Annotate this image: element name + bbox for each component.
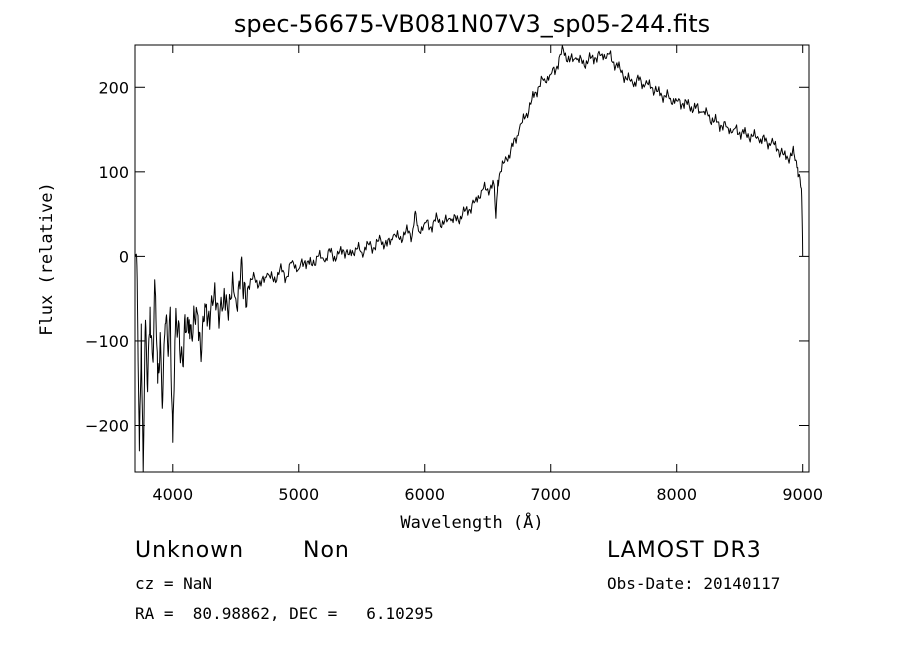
y-tick-label: 100 <box>98 163 129 182</box>
y-tick-label: −200 <box>85 416 129 435</box>
y-tick-label: 200 <box>98 78 129 97</box>
coordinates: RA = 80.98862, DEC = 6.10295 <box>135 604 434 623</box>
y-axis-label: Flux (relative) <box>37 182 57 336</box>
x-tick-label: 4000 <box>152 485 193 504</box>
x-tick-label: 6000 <box>404 485 445 504</box>
x-tick-label: 8000 <box>656 485 697 504</box>
plot-frame <box>134 44 810 473</box>
redshift-value: cz = NaN <box>135 574 213 593</box>
x-axis: 4000 5000 6000 7000 8000 9000 <box>152 45 823 504</box>
spectral-subclass: Non <box>303 538 350 563</box>
y-tick-label: −100 <box>85 332 129 351</box>
obs-date: Obs-Date: 20140117 <box>607 574 781 593</box>
x-tick-label: 7000 <box>530 485 571 504</box>
spectral-class: Unknown <box>135 538 245 563</box>
x-tick-label: 9000 <box>782 485 823 504</box>
x-tick-label: 5000 <box>278 485 319 504</box>
survey-label: LAMOST DR3 <box>607 538 762 563</box>
series-line-flux <box>135 45 804 473</box>
chart-title: spec-56675-VB081N07V3_sp05-244.fits <box>234 10 710 38</box>
series-layer <box>135 45 804 473</box>
y-tick-label: 0 <box>119 247 129 266</box>
x-axis-label: Wavelength (Å) <box>400 511 543 533</box>
y-axis: −200 −100 0 100 200 <box>85 78 809 435</box>
